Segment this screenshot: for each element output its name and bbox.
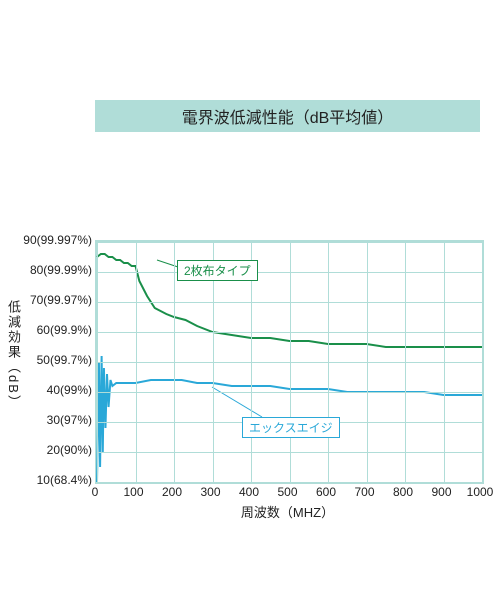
x-tick-label: 500 [277, 485, 297, 499]
y-tick-label: 30(97%) [20, 413, 92, 427]
y-tick-label: 40(99%) [20, 383, 92, 397]
x-tick-label: 900 [431, 485, 451, 499]
y-tick-labels: 90(99.997%)80(99.99%)70(99.97%)60(99.9%)… [20, 240, 92, 480]
y-tick-label: 70(99.97%) [20, 293, 92, 307]
x-axis-title: 周波数（MHZ） [95, 502, 480, 521]
x-tick-label: 1000 [467, 485, 494, 499]
x-tick-label: 800 [393, 485, 413, 499]
x-tick-label: 600 [316, 485, 336, 499]
chart-title: 電界波低減性能（dB平均値） [95, 100, 480, 132]
y-tick-label: 10(68.4%) [20, 473, 92, 487]
y-tick-label: 90(99.997%) [20, 233, 92, 247]
legend-label: エックスエイジ [242, 417, 340, 438]
legend-label: 2枚布タイプ [177, 260, 258, 281]
x-tick-label: 200 [162, 485, 182, 499]
y-tick-label: 20(90%) [20, 443, 92, 457]
x-tick-label: 0 [92, 485, 99, 499]
y-tick-label: 50(99.7%) [20, 353, 92, 367]
x-tick-label: 700 [354, 485, 374, 499]
y-tick-label: 60(99.9%) [20, 323, 92, 337]
chart-area: 2枚布タイプエックスエイジ [95, 240, 484, 484]
x-tick-label: 100 [123, 485, 143, 499]
x-tick-label: 400 [239, 485, 259, 499]
y-tick-label: 80(99.99%) [20, 263, 92, 277]
x-tick-label: 300 [200, 485, 220, 499]
